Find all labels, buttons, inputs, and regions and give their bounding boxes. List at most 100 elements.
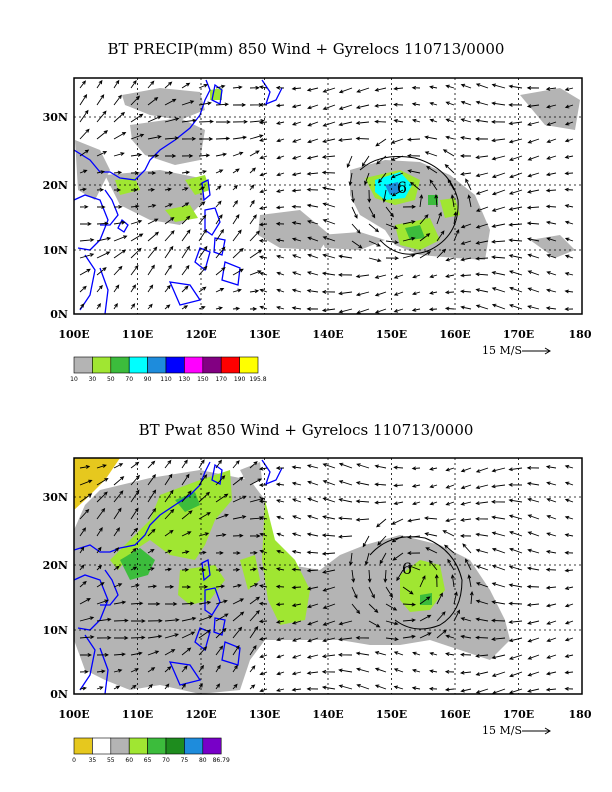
- wind-vector-arrow: [164, 154, 177, 158]
- panel1-vector-scale-arrow: [522, 347, 551, 355]
- wind-vector-arrow: [198, 532, 210, 537]
- wind-vector-arrow: [275, 85, 285, 90]
- wind-vector-arrow: [215, 475, 226, 486]
- wind-vector-arrow: [436, 211, 442, 225]
- wind-vector-arrow: [445, 118, 455, 123]
- wind-vector-arrow: [164, 549, 173, 554]
- wind-vector-arrow: [545, 603, 557, 608]
- x-tick-label: 100E: [58, 708, 89, 721]
- wind-vector-arrow: [429, 101, 438, 106]
- wind-vector-arrow: [508, 84, 523, 89]
- wind-vector-arrow: [307, 236, 319, 242]
- wind-vector-arrow: [249, 644, 257, 656]
- wind-vector-arrow: [379, 552, 387, 565]
- wind-vector-arrow: [232, 247, 244, 259]
- colorbar-label: 50: [107, 376, 115, 383]
- wind-vector-arrow: [181, 490, 192, 503]
- wind-vector-arrow: [491, 531, 506, 537]
- wind-vector-arrow: [564, 637, 574, 642]
- wind-vector-arrow: [419, 194, 424, 208]
- wind-vector-arrow: [306, 686, 319, 691]
- colorbar-label: 65: [144, 757, 152, 764]
- wind-vector-arrow: [491, 83, 506, 89]
- y-tick-label: 0N: [50, 688, 68, 701]
- x-tick-label: 160E: [439, 708, 470, 721]
- wind-vector-arrow: [147, 528, 156, 537]
- wind-vector-arrow: [475, 565, 489, 571]
- wind-vector-arrow: [147, 303, 153, 310]
- wind-vector-arrow: [419, 575, 426, 588]
- wind-vector-arrow: [564, 464, 574, 469]
- wind-vector-arrow: [445, 135, 455, 140]
- wind-vector-arrow: [258, 120, 268, 125]
- wind-vector-arrow: [475, 172, 489, 178]
- x-tick-label: 140E: [312, 328, 343, 341]
- colorbar-swatch: [110, 737, 130, 755]
- wind-vector-arrow: [113, 220, 126, 225]
- wind-vector-arrow: [508, 102, 523, 107]
- wind-vector-arrow: [249, 85, 260, 90]
- wind-vector-arrow: [453, 228, 460, 242]
- wind-vector-arrow: [442, 530, 455, 537]
- wind-vector-arrow: [307, 514, 319, 520]
- wind-vector-arrow: [291, 237, 302, 242]
- x-tick-label: 150E: [376, 328, 407, 341]
- wind-vector-arrow: [96, 303, 101, 310]
- wind-vector-arrow: [164, 683, 170, 690]
- wind-vector-arrow: [322, 480, 336, 486]
- y-tick-label: 30N: [43, 111, 68, 124]
- wind-vector-arrow: [322, 138, 336, 143]
- wind-vector-arrow: [147, 634, 163, 639]
- wind-vector-arrow: [374, 684, 387, 690]
- colorbar-label: 0: [72, 757, 76, 764]
- wind-vector-arrow: [96, 94, 105, 106]
- wind-vector-arrow: [355, 499, 370, 504]
- wind-vector-arrow: [337, 652, 353, 657]
- wind-vector-arrow: [259, 172, 268, 177]
- wind-vector-arrow: [291, 481, 302, 486]
- wind-vector-arrow: [374, 87, 387, 92]
- wind-vector-arrow: [527, 654, 540, 660]
- wind-vector-arrow: [113, 547, 120, 554]
- wind-vector-arrow: [545, 188, 557, 193]
- wind-vector-arrow: [444, 669, 455, 674]
- wind-vector-arrow: [113, 618, 129, 623]
- wind-vector-arrow: [96, 130, 109, 140]
- wind-vector-arrow: [306, 306, 319, 311]
- x-tick-label: 180: [569, 708, 592, 721]
- wind-vector-arrow: [276, 172, 285, 177]
- wind-vector-arrow: [322, 620, 336, 626]
- wind-vector-arrow: [96, 652, 109, 657]
- wind-vector-arrow: [434, 194, 439, 208]
- wind-vector-arrow: [291, 204, 302, 209]
- panel2-y-axis: 0N 10N 20N 30N: [43, 491, 68, 701]
- panel1-precip-core: [375, 172, 412, 200]
- wind-vector-arrow: [275, 121, 285, 125]
- panel1-wind-vectors: [79, 79, 574, 314]
- wind-vector-arrow: [374, 667, 387, 673]
- wind-vector-arrow: [306, 671, 319, 675]
- wind-vector-arrow: [445, 518, 455, 523]
- wind-vector-arrow: [79, 253, 95, 259]
- wind-vector-arrow: [96, 669, 106, 674]
- wind-vector-arrow: [79, 479, 93, 486]
- wind-vector-arrow: [249, 199, 255, 208]
- wind-vector-arrow: [355, 517, 370, 522]
- wind-vector-arrow: [130, 188, 139, 192]
- wind-vector-arrow: [147, 246, 158, 259]
- wind-vector-arrow: [411, 308, 421, 312]
- colorbar-swatch: [184, 356, 204, 374]
- panel1-storm-marker: 6: [397, 178, 407, 197]
- wind-vector-arrow: [307, 603, 319, 609]
- x-tick-label: 110E: [122, 708, 153, 721]
- wind-vector-arrow: [259, 305, 268, 310]
- wind-vector-arrow: [96, 635, 112, 640]
- wind-vector-arrow: [198, 474, 208, 486]
- wind-vector-arrow: [113, 284, 120, 293]
- wind-vector-arrow: [291, 172, 302, 177]
- wind-vector-arrow: [402, 634, 416, 639]
- wind-vector-arrow: [385, 206, 394, 218]
- wind-vector-arrow: [356, 87, 370, 93]
- wind-vector-arrow: [291, 86, 302, 91]
- wind-vector-arrow: [113, 600, 127, 605]
